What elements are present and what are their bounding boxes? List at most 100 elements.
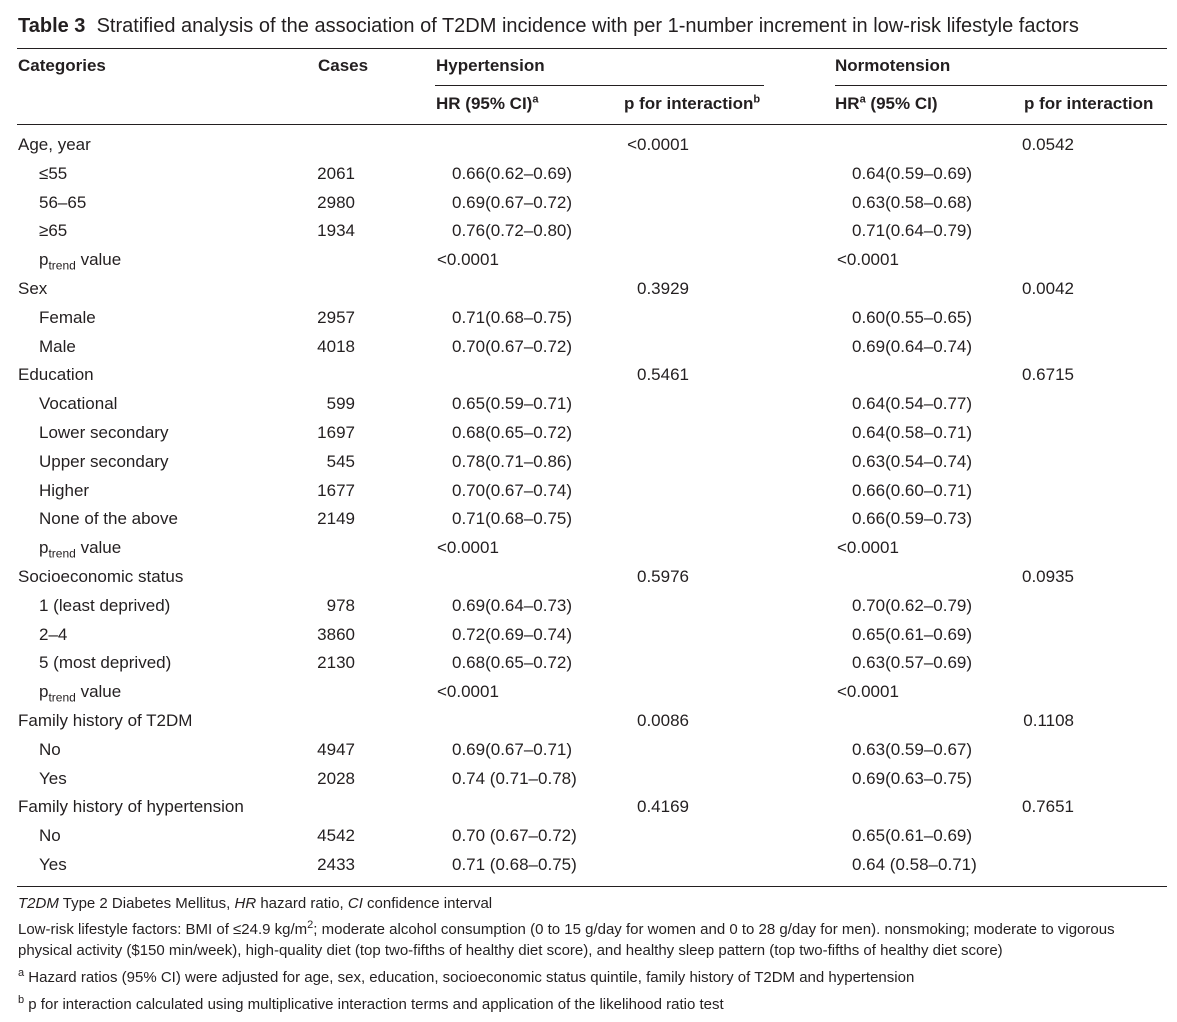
- hypertension-hr-cell: 0.71(0.68–0.75): [452, 509, 573, 529]
- cases-cell: 2980: [317, 192, 355, 212]
- cases-cell: 4947: [317, 739, 355, 759]
- hypertension-hr-cell: 0.71 (0.68–0.75): [452, 855, 577, 874]
- normotension-hr-cell: 0.66(0.59–0.73): [852, 509, 973, 529]
- header-normotension: Normotension: [835, 56, 951, 75]
- ptrend-label: ptrend value: [39, 681, 121, 703]
- subcategory-label: 2–4: [39, 624, 68, 644]
- subcategory-label: Male: [39, 336, 76, 356]
- ptrend-label: ptrend value: [39, 249, 121, 271]
- header-hyp-hr: HR (95% CI)a: [436, 93, 538, 115]
- subcategory-label: Yes: [39, 855, 67, 874]
- hypertension-p-interaction-cell: 0.5976: [637, 567, 689, 586]
- normotension-hr-cell: <0.0001: [837, 250, 899, 270]
- category-label: Family history of hypertension: [18, 797, 244, 817]
- category-label: Age, year: [18, 135, 91, 154]
- subcategory-label: ≤55: [39, 163, 68, 183]
- normotension-hr-cell: 0.64(0.54–0.77): [852, 394, 973, 414]
- cases-cell: 4018: [317, 336, 355, 356]
- cases-cell: 545: [326, 451, 355, 471]
- cases-cell: 4542: [317, 826, 355, 846]
- footnote-b-text: p for interaction calculated using multi…: [28, 996, 724, 1013]
- hypertension-hr-cell: 0.68(0.65–0.72): [452, 423, 573, 442]
- normotension-p-interaction-cell: 0.0935: [1022, 567, 1074, 586]
- subcategory-label: Female: [39, 307, 96, 327]
- hypertension-hr-cell: 0.68(0.65–0.72): [452, 653, 573, 673]
- footnote-marker-a: a: [859, 93, 866, 106]
- cases-cell: 3860: [317, 624, 355, 644]
- cases-cell: 2130: [317, 653, 355, 673]
- category-label: Socioeconomic status: [18, 567, 184, 586]
- subcategory-label: Upper secondary: [39, 451, 169, 471]
- table-caption: Stratified analysis of the association o…: [96, 15, 1079, 37]
- ptrend-p: p: [39, 250, 49, 270]
- normotension-hr-cell: 0.65(0.61–0.69): [852, 624, 973, 644]
- subcategory-label: ≥65: [39, 221, 68, 241]
- cases-cell: 1934: [317, 221, 355, 241]
- cases-cell: 2149: [317, 509, 355, 529]
- hypertension-hr-cell: 0.65(0.59–0.71): [452, 394, 573, 414]
- ptrend-sub: trend: [48, 690, 76, 705]
- table-number: Table 3: [18, 15, 86, 37]
- top-rule: [17, 48, 1167, 49]
- hypertension-hr-cell: 0.69(0.64–0.73): [452, 595, 573, 615]
- normotension-hr-cell: 0.64 (0.58–0.71): [852, 855, 977, 874]
- cases-cell: 1697: [317, 423, 355, 442]
- cases-cell: 2957: [317, 307, 355, 327]
- cases-cell: 2028: [317, 768, 355, 788]
- hypertension-p-interaction-cell: 0.0086: [637, 711, 689, 730]
- subcategory-label: 5 (most deprived): [39, 653, 172, 673]
- subcategory-label: Lower secondary: [39, 423, 169, 442]
- normotension-hr-cell: 0.63(0.54–0.74): [852, 451, 973, 471]
- hypertension-hr-cell: <0.0001: [437, 250, 499, 270]
- abbr-t2dm: T2DM: [18, 895, 59, 912]
- header-norm-hr: HRa (95% CI): [835, 93, 938, 115]
- normotension-hr-cell: 0.71(0.64–0.79): [852, 221, 973, 241]
- hypertension-hr-cell: 0.72(0.69–0.74): [452, 624, 573, 644]
- header-hyp-hr-text: HR (95% CI): [436, 94, 533, 113]
- hypertension-hr-cell: 0.70(0.67–0.74): [452, 480, 573, 500]
- lifestyle-text-pre: Low-risk lifestyle factors: BMI of ≤24.9…: [18, 921, 308, 938]
- subcategory-label: Vocational: [39, 394, 118, 414]
- hypertension-hr-cell: 0.74 (0.71–0.78): [452, 768, 577, 788]
- normotension-hr-cell: 0.69(0.64–0.74): [852, 336, 973, 356]
- header-hypertension: Hypertension: [436, 56, 545, 75]
- normotension-hr-cell: <0.0001: [837, 538, 899, 558]
- abbr-ci: CI: [347, 895, 363, 912]
- ptrend-p: p: [39, 682, 49, 702]
- hypertension-p-interaction-cell: 0.3929: [637, 279, 689, 298]
- cases-cell: 2061: [317, 163, 355, 183]
- cases-cell: 978: [326, 595, 355, 615]
- abbr-hr: HR: [234, 895, 257, 912]
- normotension-hr-cell: 0.63(0.59–0.67): [852, 739, 973, 759]
- ptrend-sub: trend: [48, 546, 76, 561]
- footnote-a: a Hazard ratios (95% CI) were adjusted f…: [18, 967, 1163, 988]
- header-norm-p: p for interaction: [1024, 94, 1154, 113]
- hypertension-p-interaction-cell: 0.4169: [637, 797, 689, 817]
- normotension-p-interaction-cell: 0.0042: [1022, 279, 1074, 298]
- hypertension-hr-cell: 0.78(0.71–0.86): [452, 451, 573, 471]
- footnote-marker-a: a: [532, 93, 539, 106]
- abbr-ci-def: confidence interval: [362, 895, 493, 912]
- lifestyle-sup: 2: [307, 919, 314, 931]
- header-bottom-rule: [17, 124, 1167, 125]
- normotension-hr-cell: 0.69(0.63–0.75): [852, 768, 973, 788]
- hypertension-p-interaction-cell: <0.0001: [627, 135, 689, 154]
- hypertension-hr-cell: 0.70(0.67–0.72): [452, 336, 573, 356]
- header-cases: Cases: [318, 56, 369, 75]
- normotension-hr-cell: 0.70(0.62–0.79): [852, 595, 973, 615]
- lifestyle-text-post: ; moderate alcohol consumption (0 to 15 …: [18, 921, 1115, 959]
- normotension-hr-cell: 0.64(0.59–0.69): [852, 163, 973, 183]
- normotension-hr-cell: 0.60(0.55–0.65): [852, 307, 973, 327]
- cases-cell: 2433: [317, 855, 355, 874]
- ptrend-suffix: value: [80, 682, 122, 702]
- normotension-p-interaction-cell: 0.1108: [1023, 711, 1074, 730]
- subcategory-label: Yes: [39, 768, 67, 788]
- table-title: Table 3 Stratified analysis of the assoc…: [18, 14, 1079, 38]
- cases-cell: 599: [326, 394, 355, 414]
- ptrend-label: ptrend value: [39, 537, 121, 559]
- header-hyp-p-text: p for interaction: [624, 94, 754, 113]
- abbr-hr-def: hazard ratio,: [256, 895, 348, 912]
- footnote-a-text: Hazard ratios (95% CI) were adjusted for…: [28, 969, 915, 986]
- category-label: Education: [18, 365, 94, 385]
- normotension-hr-cell: 0.63(0.58–0.68): [852, 192, 973, 212]
